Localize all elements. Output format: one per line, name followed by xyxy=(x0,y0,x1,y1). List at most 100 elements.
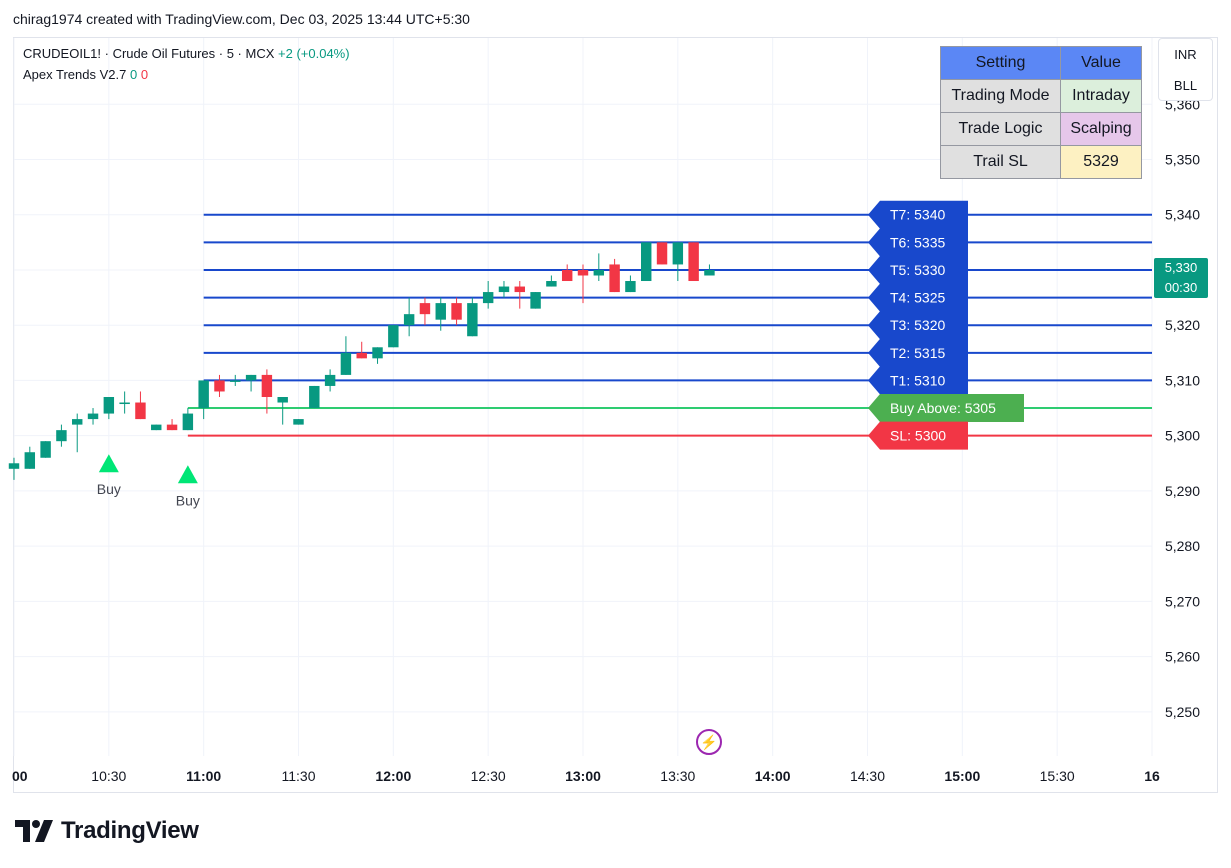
candle-body xyxy=(356,352,367,359)
candle-body xyxy=(482,292,494,304)
level-label-text: T5: 5330 xyxy=(890,262,945,278)
candle-body xyxy=(24,452,36,469)
level-label: SL: 5300 xyxy=(868,421,968,450)
candle-body xyxy=(214,380,225,392)
buy-signal-triangle xyxy=(177,465,198,484)
level-label-background xyxy=(868,200,968,229)
level-label-text: SL: 5300 xyxy=(890,428,946,444)
level-label: T1: 5310 xyxy=(868,366,968,395)
x-tick-label: 12:00 xyxy=(375,768,411,784)
candle-body xyxy=(561,269,573,282)
candle-body xyxy=(419,303,431,315)
settings-header-value: Value xyxy=(1060,46,1142,80)
indicator-value-2: 0 xyxy=(140,67,149,82)
candle-body xyxy=(340,352,352,375)
level-label-background xyxy=(868,228,968,257)
x-tick-label: 15:00 xyxy=(944,768,980,784)
settings-value: Scalping xyxy=(1060,112,1142,146)
candle-body xyxy=(372,347,383,359)
last-price-tag: 5,330 00:30 xyxy=(1154,257,1208,298)
y-tick-label: 5,250 xyxy=(1165,704,1200,720)
tradingview-logo-icon xyxy=(15,820,53,842)
level-label: T2: 5315 xyxy=(868,338,968,367)
level-label-text: T3: 5320 xyxy=(890,317,945,333)
candle-body xyxy=(593,269,605,276)
candle-body xyxy=(546,281,557,287)
currency-label[interactable]: INR xyxy=(1174,47,1197,62)
settings-label: Trading Mode xyxy=(940,79,1061,113)
x-tick-label: 13:30 xyxy=(660,768,695,784)
level-label: Buy Above: 5305 xyxy=(868,394,1024,423)
x-tick-label: 16 xyxy=(1144,768,1160,784)
settings-header-setting: Setting xyxy=(940,46,1061,80)
price-change: +2 (+0.04%) xyxy=(278,46,350,61)
candle-body xyxy=(261,374,273,397)
level-label-background xyxy=(868,338,968,367)
settings-row: Trade Logic Scalping xyxy=(940,112,1142,146)
flash-icon[interactable]: ⚡ xyxy=(696,729,722,755)
candle-body xyxy=(72,419,83,425)
indicator-legend[interactable]: Apex Trends V2.7 0 0 xyxy=(23,67,148,82)
candle-body xyxy=(309,385,320,409)
settings-value: 5329 xyxy=(1060,145,1142,179)
last-price-value: 5,330 xyxy=(1164,259,1198,275)
candle-body xyxy=(704,269,715,276)
candle-body xyxy=(119,402,130,405)
settings-table: Setting Value Trading Mode Intraday Trad… xyxy=(940,46,1142,179)
level-label-background xyxy=(868,283,968,312)
level-label-background xyxy=(868,394,1024,423)
candle-body xyxy=(435,303,446,320)
indicator-value-1: 0 xyxy=(129,67,138,82)
candle-body xyxy=(166,424,178,431)
buy-signal-label: Buy xyxy=(176,492,200,508)
buy-signal-triangle xyxy=(98,454,119,473)
x-tick-label: 14:00 xyxy=(755,768,791,784)
candle-body xyxy=(403,314,415,326)
candle-body xyxy=(230,380,241,382)
y-tick-label: 5,310 xyxy=(1165,372,1200,388)
candle-body xyxy=(625,281,636,293)
level-label: T5: 5330 xyxy=(868,255,968,284)
candle-body xyxy=(498,286,510,293)
unit-label[interactable]: BLL xyxy=(1173,78,1198,93)
level-label: T3: 5320 xyxy=(868,311,968,340)
level-label-text: T4: 5325 xyxy=(890,290,945,306)
level-label-background xyxy=(868,255,968,284)
level-label-text: T2: 5315 xyxy=(890,345,945,361)
candle-body xyxy=(293,419,304,425)
candle-body xyxy=(103,397,115,414)
x-tick-label: 00 xyxy=(12,768,28,784)
y-tick-label: 5,260 xyxy=(1165,649,1200,665)
symbol-legend[interactable]: CRUDEOIL1! · Crude Oil Futures · 5 · MCX… xyxy=(23,46,350,61)
candle-body xyxy=(577,269,589,276)
settings-row: Trail SL 5329 xyxy=(940,145,1142,179)
symbol-title: CRUDEOIL1! · Crude Oil Futures · 5 · MCX xyxy=(23,46,275,61)
candle-body xyxy=(324,374,336,386)
level-label-text: T1: 5310 xyxy=(890,372,945,388)
settings-row: Trading Mode Intraday xyxy=(940,79,1142,113)
x-tick-label: 14:30 xyxy=(850,768,885,784)
x-tick-label: 12:30 xyxy=(471,768,506,784)
candle-body xyxy=(198,380,209,409)
chart-header-text: chirag1974 created with TradingView.com,… xyxy=(13,11,470,27)
currency-unit-selector[interactable]: INR BLL xyxy=(1158,38,1213,101)
candle-body xyxy=(8,463,20,469)
level-label: T7: 5340 xyxy=(868,200,968,229)
level-label-background xyxy=(868,366,968,395)
candle-body xyxy=(388,325,399,348)
tradingview-logo[interactable]: TradingView xyxy=(15,817,199,845)
y-tick-label: 5,350 xyxy=(1165,152,1200,168)
x-tick-label: 13:00 xyxy=(565,768,601,784)
level-label-text: T7: 5340 xyxy=(890,207,945,223)
candle-body xyxy=(609,264,620,293)
buy-signal-label: Buy xyxy=(97,481,121,497)
level-label-text: T6: 5335 xyxy=(890,234,945,250)
y-tick-label: 5,290 xyxy=(1165,483,1200,499)
candle-body xyxy=(182,413,194,431)
candle-body xyxy=(467,303,478,337)
candle-body xyxy=(641,242,652,282)
x-tick-label: 15:30 xyxy=(1040,768,1075,784)
x-tick-label: 11:30 xyxy=(282,768,316,784)
candle-body xyxy=(151,424,162,431)
